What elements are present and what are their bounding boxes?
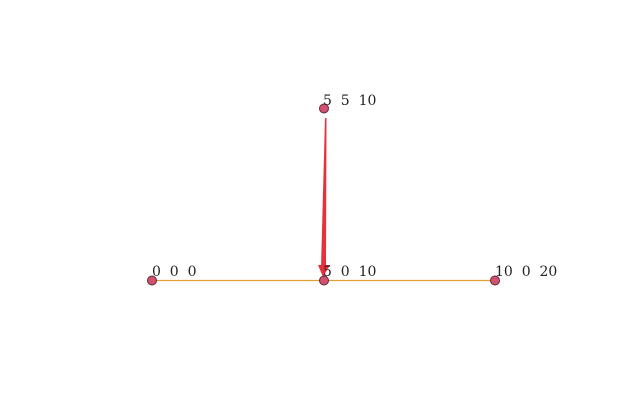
arrow-n3-n1 bbox=[321, 118, 327, 268]
node-label-top: 5 5 10 bbox=[323, 93, 376, 109]
node-end[interactable] bbox=[490, 275, 500, 286]
node-label-end: 10 0 20 bbox=[495, 264, 557, 280]
node-label-middle: 5 0 10 bbox=[323, 264, 376, 280]
node-origin[interactable] bbox=[147, 275, 157, 286]
arrow-head-icon bbox=[318, 265, 330, 277]
node-label-origin: 0 0 0 bbox=[152, 264, 197, 280]
node-middle[interactable] bbox=[319, 275, 329, 286]
node-top[interactable] bbox=[319, 103, 329, 114]
